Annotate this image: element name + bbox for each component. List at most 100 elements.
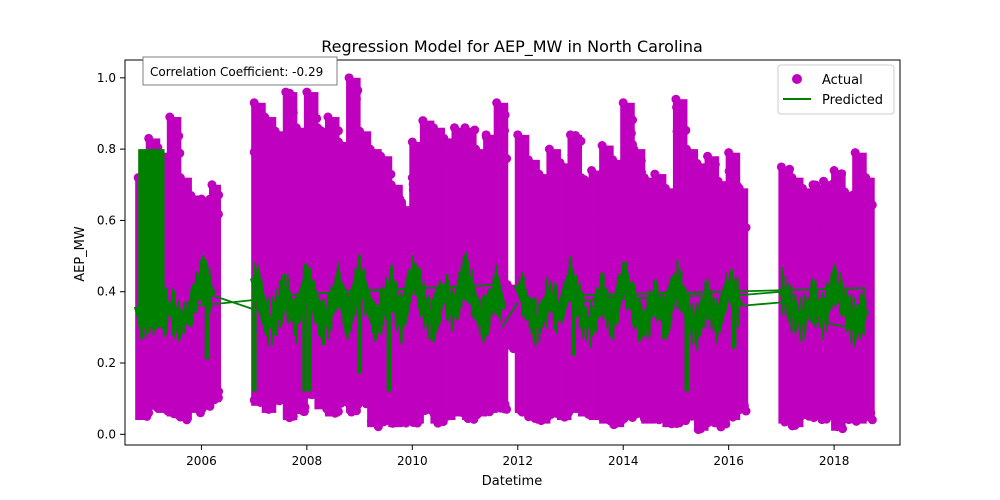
y-tick-label: 0.4 bbox=[97, 285, 116, 299]
actual-point bbox=[254, 121, 264, 131]
actual-point bbox=[383, 167, 393, 177]
actual-point bbox=[636, 156, 646, 166]
actual-point bbox=[663, 416, 673, 426]
actual-point bbox=[653, 177, 663, 187]
actual-point bbox=[496, 133, 506, 143]
actual-point bbox=[821, 196, 831, 206]
actual-point bbox=[316, 174, 326, 184]
actual-point bbox=[619, 159, 629, 169]
x-tick-label: 2006 bbox=[186, 454, 217, 468]
actual-point bbox=[503, 340, 513, 350]
actual-point bbox=[330, 119, 340, 129]
actual-point bbox=[349, 404, 359, 414]
actual-point bbox=[715, 205, 725, 215]
actual-point bbox=[716, 223, 726, 233]
actual-point bbox=[316, 397, 326, 407]
actual-point bbox=[861, 214, 871, 224]
actual-point bbox=[283, 116, 293, 126]
actual-point bbox=[644, 222, 654, 232]
actual-point bbox=[418, 170, 428, 180]
actual-point bbox=[861, 173, 871, 183]
actual-point bbox=[571, 131, 581, 141]
actual-point bbox=[376, 151, 386, 161]
actual-point bbox=[432, 161, 442, 171]
actual-point bbox=[567, 150, 577, 160]
actual-point bbox=[819, 176, 829, 186]
predicted-spike bbox=[252, 277, 257, 392]
actual-point bbox=[674, 418, 684, 428]
actual-point bbox=[274, 396, 284, 406]
actual-point bbox=[726, 405, 736, 415]
actual-point bbox=[316, 126, 326, 136]
actual-point bbox=[272, 179, 282, 189]
actual-point bbox=[197, 403, 207, 413]
actual-point bbox=[851, 202, 861, 212]
actual-point bbox=[692, 158, 702, 168]
actual-point bbox=[639, 173, 649, 183]
actual-point bbox=[619, 414, 629, 424]
actual-point bbox=[609, 159, 619, 169]
actual-point bbox=[703, 175, 713, 185]
actual-point bbox=[270, 126, 280, 136]
actual-point bbox=[337, 145, 347, 155]
chart-title: Regression Model for AEP_MW in North Car… bbox=[321, 37, 703, 57]
actual-point bbox=[587, 166, 597, 176]
plot-content bbox=[133, 73, 877, 435]
actual-point bbox=[198, 214, 208, 224]
actual-point bbox=[588, 183, 598, 193]
predicted-series bbox=[133, 149, 870, 392]
actual-point bbox=[716, 182, 726, 192]
actual-point bbox=[439, 133, 449, 143]
actual-point bbox=[652, 196, 662, 206]
actual-point bbox=[306, 126, 316, 136]
actual-point bbox=[838, 424, 848, 434]
actual-point bbox=[735, 210, 745, 220]
actual-point bbox=[344, 73, 354, 83]
actual-point bbox=[291, 123, 301, 133]
actual-point bbox=[299, 407, 309, 417]
actual-point bbox=[502, 280, 512, 290]
actual-point bbox=[496, 398, 506, 408]
actual-point bbox=[144, 133, 154, 143]
actual-point bbox=[366, 168, 376, 178]
actual-point bbox=[263, 132, 273, 142]
actual-point bbox=[353, 85, 363, 95]
actual-point bbox=[652, 412, 662, 422]
actual-point bbox=[294, 139, 304, 149]
x-tick-label: 2018 bbox=[819, 454, 850, 468]
x-tick-label: 2010 bbox=[397, 454, 428, 468]
actual-point bbox=[429, 170, 439, 180]
actual-point bbox=[398, 408, 408, 418]
actual-point bbox=[618, 98, 628, 108]
actual-point bbox=[214, 190, 224, 200]
actual-point bbox=[455, 175, 465, 185]
actual-point bbox=[368, 415, 378, 425]
actual-point bbox=[471, 144, 481, 154]
actual-point bbox=[580, 188, 590, 198]
actual-point bbox=[650, 169, 660, 179]
actual-point bbox=[333, 126, 343, 136]
actual-point bbox=[666, 199, 676, 209]
actual-point bbox=[681, 125, 691, 135]
actual-point bbox=[626, 128, 636, 138]
actual-point bbox=[386, 412, 396, 422]
predicted-spike bbox=[571, 291, 576, 356]
predicted-spike bbox=[307, 291, 313, 392]
actual-point bbox=[378, 204, 388, 214]
actual-point bbox=[397, 201, 407, 211]
actual-point bbox=[500, 126, 510, 136]
actual-point bbox=[386, 180, 396, 190]
actual-point bbox=[502, 154, 512, 164]
actual-point bbox=[355, 126, 365, 136]
actual-point bbox=[710, 160, 720, 170]
y-axis: 0.0 0.2 0.4 0.6 0.8 1.0 bbox=[97, 71, 125, 441]
actual-point bbox=[588, 405, 598, 415]
actual-point bbox=[429, 409, 439, 419]
actual-point bbox=[741, 223, 751, 233]
actual-point bbox=[175, 148, 185, 158]
actual-point bbox=[536, 176, 546, 186]
legend-predicted-label: Predicted bbox=[822, 93, 883, 108]
actual-point bbox=[867, 415, 877, 425]
actual-point bbox=[787, 421, 797, 431]
actual-point bbox=[735, 405, 745, 415]
